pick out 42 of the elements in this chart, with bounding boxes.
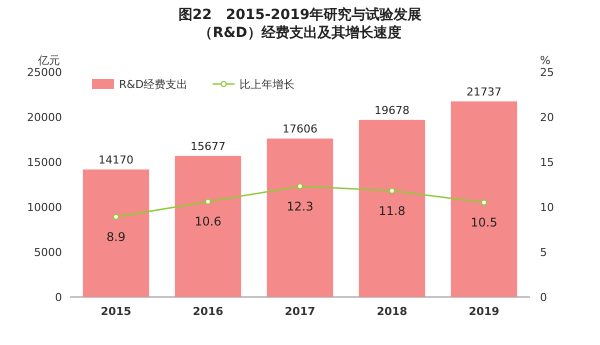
y-tick-label: 15000 <box>27 156 62 169</box>
data-label: 10.5 <box>470 216 498 230</box>
bar <box>358 120 426 297</box>
y-tick-label: 0 <box>55 291 62 304</box>
bar <box>82 169 150 297</box>
x-tick-label: 2016 <box>192 305 224 318</box>
y2-tick-label: 0 <box>540 291 547 304</box>
y2-axis-title: % <box>540 54 550 67</box>
data-label: 10.6 <box>194 214 222 229</box>
x-tick-label: 2017 <box>284 305 316 318</box>
y2-tick-label: 25 <box>540 66 554 79</box>
data-label: 8.9 <box>106 230 126 244</box>
y-tick-label: 25000 <box>27 66 62 79</box>
point <box>296 183 304 190</box>
data-label: 11.8 <box>378 204 406 218</box>
point <box>112 214 120 220</box>
data-label: 17606 <box>282 122 318 136</box>
bar <box>174 156 242 297</box>
point <box>204 198 212 205</box>
data-label: 19678 <box>374 104 410 117</box>
y-tick-label: 10000 <box>27 201 62 214</box>
data-label: 15677 <box>190 140 226 153</box>
data-label: 14170 <box>98 153 134 166</box>
legend-label: R&D经费支出 <box>119 78 188 91</box>
x-tick-label: 2019 <box>468 305 500 318</box>
x-tick-label: 2015 <box>100 305 132 318</box>
point <box>388 188 396 194</box>
y2-tick-label: 15 <box>540 156 554 169</box>
y2-tick-label: 20 <box>540 111 554 124</box>
x-tick-label: 2018 <box>376 305 408 318</box>
y-axis-title: 亿元 <box>37 54 60 67</box>
legend-label: 比上年增长 <box>240 78 295 91</box>
chart-title: 图22 2015-2019年研究与试验发展（R&D）经费支出及其增长速度 <box>177 6 423 42</box>
bar <box>450 101 518 297</box>
y-tick-label: 5000 <box>34 246 62 259</box>
point <box>480 199 488 206</box>
y2-tick-label: 5 <box>540 246 547 259</box>
bar <box>266 138 334 297</box>
data-label: 12.3 <box>286 199 314 214</box>
data-label: 21737 <box>466 85 502 98</box>
y2-tick-label: 10 <box>540 201 554 214</box>
y-tick-label: 20000 <box>27 111 62 124</box>
